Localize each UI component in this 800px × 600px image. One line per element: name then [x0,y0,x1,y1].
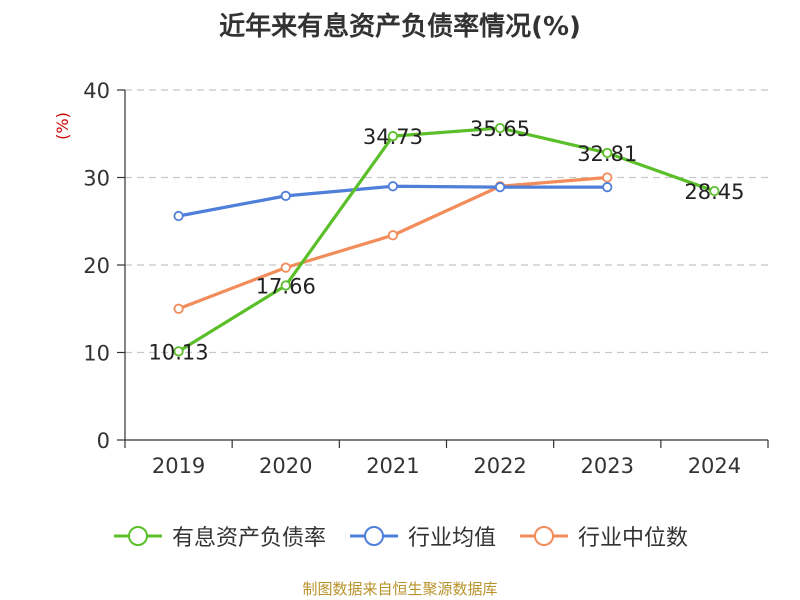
x-tick-label: 2024 [688,454,741,478]
data-point [387,131,399,142]
grid-lines [125,89,768,354]
data-point [494,122,506,134]
y-tick-label: 40 [83,79,110,103]
data-point [387,181,399,192]
legend-item-industry-median[interactable]: 行业中位数 [518,520,688,552]
x-tick-label: 2023 [581,454,634,478]
data-label: 32.81 [577,142,637,166]
y-tick-label: 0 [97,429,110,453]
data-label: 34.73 [363,125,423,149]
x-tick-label: 2019 [152,454,205,478]
legend: 有息资产负债率 行业均值 行业中位数 [0,520,800,552]
data-point [602,147,613,159]
series-lines [173,122,720,357]
data-point [602,182,613,193]
data-label: 17.66 [256,274,316,298]
y-axis-unit: (%) [53,112,72,140]
data-point [173,210,184,222]
x-tick-label: 2022 [473,454,526,478]
y-tick-label: 20 [83,254,110,278]
series-line [177,126,715,353]
legend-marker-icon [113,526,162,546]
legend-marker-icon [349,526,398,546]
data-point [173,303,184,314]
y-tick-label: 30 [83,167,110,191]
data-point [709,185,720,197]
data-labels: 10.13 17.66 34.73 35.65 32.81 28.45 [149,117,745,364]
series-line [178,175,608,311]
axes: 0 10 20 30 40 2019 2020 2021 2022 2023 2024 [83,79,769,478]
legend-item-interest-debt-ratio[interactable]: 有息资产负债率 [112,520,326,552]
data-label: 10.13 [149,340,209,364]
data-point [280,190,291,201]
data-label: 28.45 [684,180,744,204]
legend-marker-icon [520,526,568,546]
legend-label: 有息资产负债率 [171,526,326,551]
legend-label: 行业中位数 [578,526,689,551]
data-point [173,346,184,357]
y-tick-label: 10 [83,342,110,366]
legend-label: 行业均值 [407,526,496,551]
legend-item-industry-mean[interactable]: 行业均值 [348,520,496,552]
data-point [280,262,291,273]
data-label: 35.65 [470,117,530,141]
x-tick-label: 2020 [259,454,312,478]
data-point [494,182,506,193]
data-point [387,230,399,241]
chart-title: 近年来有息资产负债率情况(%) [219,12,581,42]
x-tick-label: 2021 [366,454,419,478]
data-point [602,172,613,183]
data-point [280,280,291,291]
source-footer: 制图数据来自恒生聚源数据库 [302,580,498,598]
